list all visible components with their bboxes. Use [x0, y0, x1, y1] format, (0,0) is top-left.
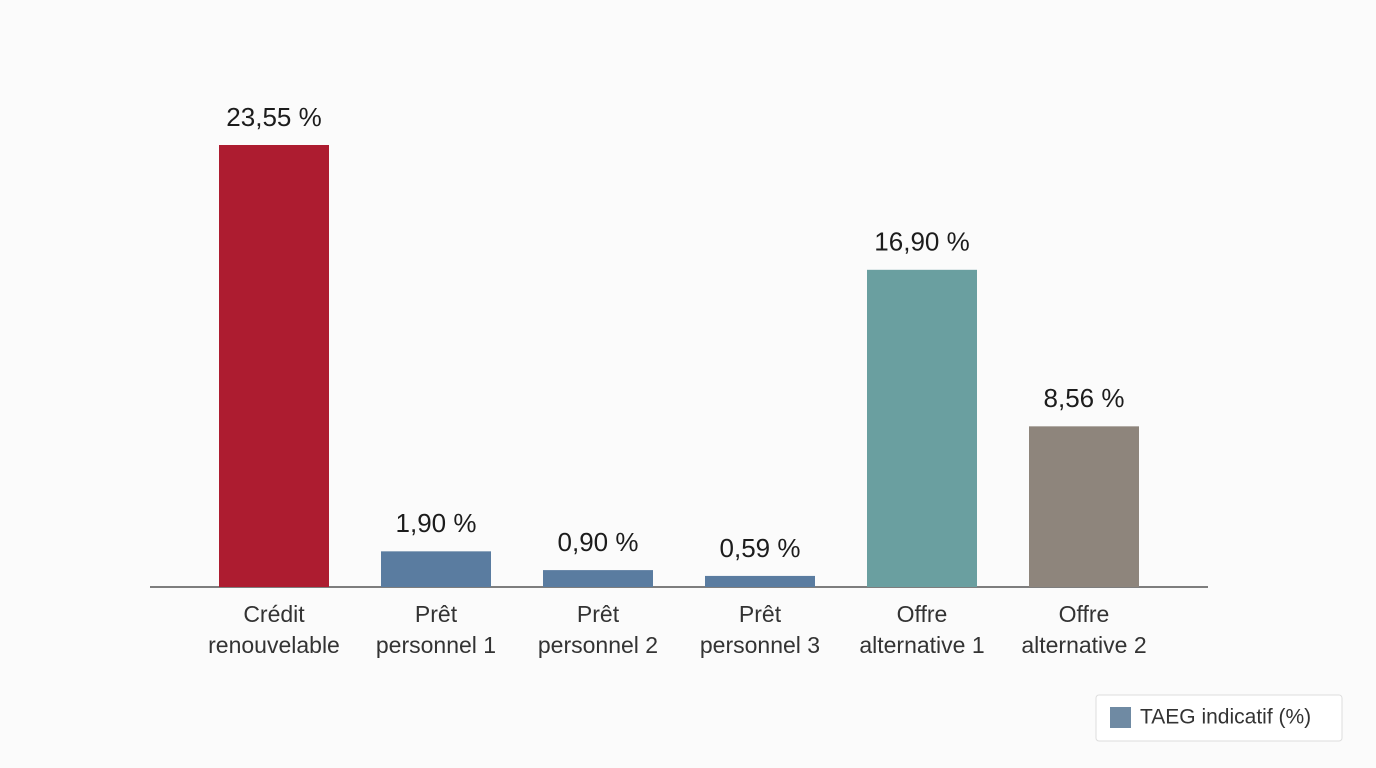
x-tick-label: Prêt	[415, 601, 458, 627]
x-tick-label: alternative 2	[1021, 632, 1146, 658]
value-label: 0,90 %	[558, 527, 639, 557]
bar	[381, 551, 491, 587]
value-label: 0,59 %	[720, 533, 801, 563]
x-tick-label: Prêt	[577, 601, 620, 627]
legend-swatch	[1110, 707, 1131, 728]
x-tick-label: personnel 1	[376, 632, 496, 658]
x-tick-label: Offre	[897, 601, 948, 627]
x-tick-label: alternative 1	[859, 632, 984, 658]
value-label: 23,55 %	[226, 102, 321, 132]
legend-label: TAEG indicatif (%)	[1140, 706, 1311, 729]
x-tick-label: personnel 3	[700, 632, 820, 658]
bar	[219, 145, 329, 587]
bar	[1029, 426, 1139, 587]
bar	[543, 570, 653, 587]
x-tick-label: personnel 2	[538, 632, 658, 658]
value-label: 16,90 %	[874, 227, 969, 257]
x-tick-label: Prêt	[739, 601, 782, 627]
value-label: 8,56 %	[1044, 383, 1125, 413]
legend-box	[1095, 694, 1343, 742]
x-tick-label: Offre	[1059, 601, 1110, 627]
value-label: 1,90 %	[396, 508, 477, 538]
bar	[705, 575, 815, 587]
bar	[867, 269, 977, 587]
x-tick-label: renouvelable	[208, 632, 340, 658]
x-tick-label: Crédit	[243, 601, 305, 627]
